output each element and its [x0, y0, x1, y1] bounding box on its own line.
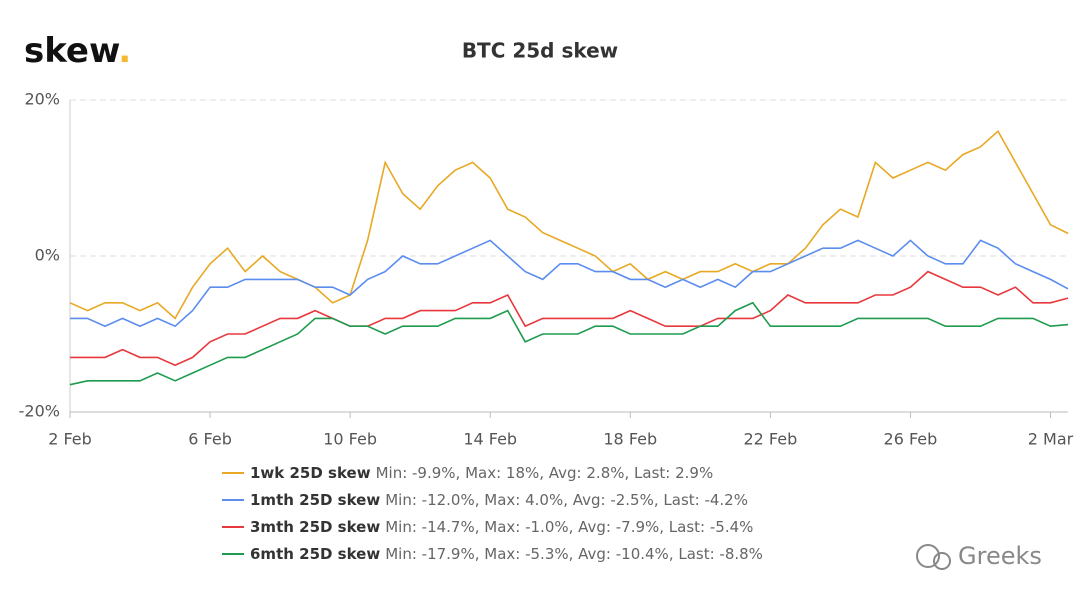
x-tick-label: 2 Feb	[48, 430, 92, 449]
logo: skew.	[24, 31, 131, 71]
legend-label: 3mth 25D skew Min: -14.7%, Max: -1.0%, Av…	[250, 518, 753, 536]
legend-stats: Min: -9.9%, Max: 18%, Avg: 2.8%, Last: 2…	[376, 464, 714, 482]
series-line	[69, 301, 1069, 386]
y-tick-label: -20%	[19, 402, 60, 421]
legend-stats: Min: -17.9%, Max: -5.3%, Avg: -10.4%, La…	[385, 545, 763, 563]
watermark-icon	[933, 552, 951, 570]
x-tick-label: 26 Feb	[884, 430, 938, 449]
y-tick-label: 20%	[24, 90, 60, 109]
x-tick-label: 14 Feb	[463, 430, 517, 449]
watermark-icon	[916, 544, 940, 568]
series-line	[70, 239, 1069, 328]
logo-dot: .	[118, 31, 131, 71]
series-line	[69, 129, 1069, 320]
x-tick-label: 10 Feb	[323, 430, 377, 449]
x-tick-label: 22 Feb	[743, 430, 797, 449]
legend-item: 1mth 25D skew Min: -12.0%, Max: 4.0%, Avg…	[222, 491, 748, 509]
legend-item: 6mth 25D skew Min: -17.9%, Max: -5.3%, Av…	[222, 545, 763, 563]
logo-text: skew	[24, 31, 120, 71]
y-tick-label: 0%	[35, 246, 60, 265]
watermark-text: Greeks	[958, 542, 1042, 570]
legend-label: 1wk 25D skew Min: -9.9%, Max: 18%, Avg: 2…	[250, 464, 713, 482]
legend-name: 1mth 25D skew	[250, 491, 380, 509]
watermark: Greeks	[916, 542, 1042, 570]
legend-name: 1wk 25D skew	[250, 464, 371, 482]
x-tick-label: 6 Feb	[188, 430, 232, 449]
legend-label: 6mth 25D skew Min: -17.9%, Max: -5.3%, Av…	[250, 545, 763, 563]
series-line	[70, 270, 1069, 367]
legend-label: 1mth 25D skew Min: -12.0%, Max: 4.0%, Avg…	[250, 491, 748, 509]
legend-item: 1wk 25D skew Min: -9.9%, Max: 18%, Avg: 2…	[222, 464, 713, 482]
chart-title: BTC 25d skew	[462, 39, 618, 63]
legend-stats: Min: -14.7%, Max: -1.0%, Avg: -7.9%, Las…	[385, 518, 753, 536]
x-tick-label: 18 Feb	[603, 430, 657, 449]
x-tick-label: 2 Mar	[1028, 430, 1074, 449]
legend-name: 3mth 25D skew	[250, 518, 380, 536]
legend-name: 6mth 25D skew	[250, 545, 380, 563]
legend-stats: Min: -12.0%, Max: 4.0%, Avg: -2.5%, Last…	[385, 491, 748, 509]
legend-item: 3mth 25D skew Min: -14.7%, Max: -1.0%, Av…	[222, 518, 753, 536]
